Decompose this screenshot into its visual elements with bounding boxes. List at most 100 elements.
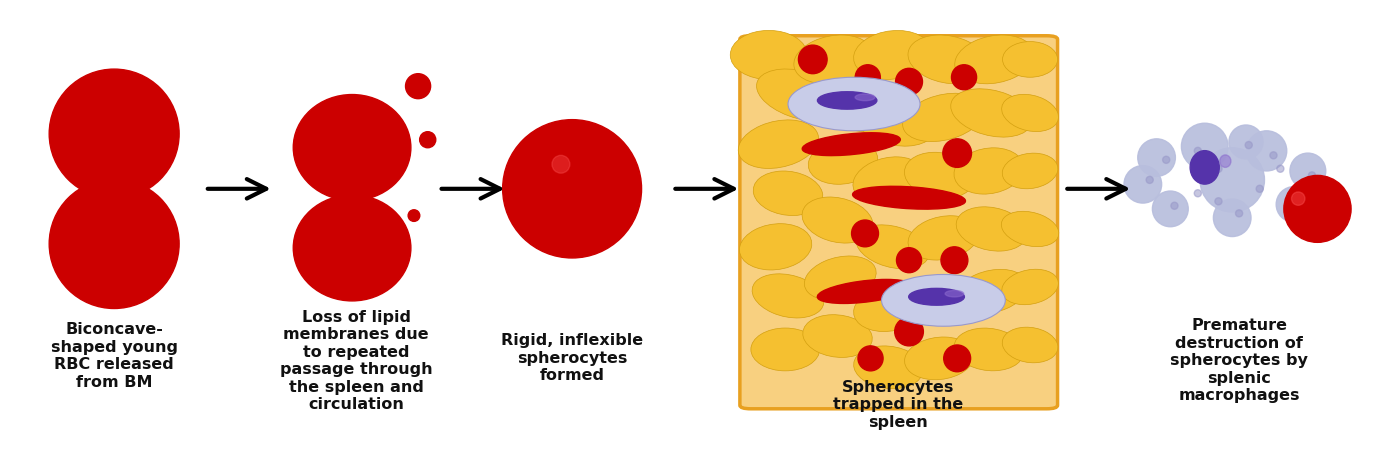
Ellipse shape xyxy=(956,269,1028,313)
Ellipse shape xyxy=(754,171,823,216)
Ellipse shape xyxy=(405,74,431,99)
Ellipse shape xyxy=(853,186,966,209)
Ellipse shape xyxy=(788,77,921,131)
Ellipse shape xyxy=(820,84,901,132)
Ellipse shape xyxy=(740,224,812,270)
Ellipse shape xyxy=(1002,94,1058,132)
Ellipse shape xyxy=(904,152,974,198)
Ellipse shape xyxy=(805,256,876,300)
Ellipse shape xyxy=(553,155,570,173)
FancyBboxPatch shape xyxy=(740,36,1057,409)
Ellipse shape xyxy=(852,220,878,247)
Ellipse shape xyxy=(1229,125,1264,159)
Ellipse shape xyxy=(809,140,878,184)
Ellipse shape xyxy=(954,148,1024,194)
Ellipse shape xyxy=(1002,211,1058,247)
Ellipse shape xyxy=(1308,172,1316,179)
Ellipse shape xyxy=(858,346,883,371)
Ellipse shape xyxy=(102,158,127,219)
Ellipse shape xyxy=(794,35,872,84)
Ellipse shape xyxy=(956,207,1027,251)
Ellipse shape xyxy=(944,345,970,372)
Ellipse shape xyxy=(903,93,984,141)
Ellipse shape xyxy=(751,328,820,371)
Ellipse shape xyxy=(1247,131,1287,171)
Ellipse shape xyxy=(739,120,819,168)
Ellipse shape xyxy=(856,97,936,146)
Ellipse shape xyxy=(1276,187,1312,222)
Ellipse shape xyxy=(896,68,922,95)
Ellipse shape xyxy=(503,119,642,258)
Ellipse shape xyxy=(1220,155,1231,167)
Ellipse shape xyxy=(897,248,922,273)
Ellipse shape xyxy=(941,247,967,273)
Ellipse shape xyxy=(905,278,977,322)
Ellipse shape xyxy=(1146,176,1153,184)
Ellipse shape xyxy=(1124,166,1162,203)
Ellipse shape xyxy=(1214,199,1251,237)
Ellipse shape xyxy=(802,197,874,243)
Ellipse shape xyxy=(752,274,824,318)
Ellipse shape xyxy=(1003,42,1057,77)
Ellipse shape xyxy=(945,291,963,297)
Ellipse shape xyxy=(1277,165,1284,172)
Ellipse shape xyxy=(342,172,362,224)
Ellipse shape xyxy=(802,133,900,156)
Ellipse shape xyxy=(1215,198,1222,205)
Ellipse shape xyxy=(856,65,881,90)
Ellipse shape xyxy=(1236,210,1243,217)
Ellipse shape xyxy=(798,45,827,74)
Ellipse shape xyxy=(757,69,847,121)
Text: Biconcave-
shaped young
RBC released
from BM: Biconcave- shaped young RBC released fro… xyxy=(51,322,178,390)
Ellipse shape xyxy=(817,92,876,109)
Ellipse shape xyxy=(50,179,179,308)
Ellipse shape xyxy=(1002,327,1058,363)
Ellipse shape xyxy=(1152,191,1188,227)
Ellipse shape xyxy=(853,31,932,79)
Ellipse shape xyxy=(1171,202,1178,209)
Ellipse shape xyxy=(1191,151,1220,184)
Ellipse shape xyxy=(908,35,987,84)
Ellipse shape xyxy=(955,35,1034,84)
Ellipse shape xyxy=(853,157,923,203)
Ellipse shape xyxy=(954,328,1024,371)
Ellipse shape xyxy=(1163,156,1170,163)
Text: Premature
destruction of
spherocytes by
splenic
macrophages: Premature destruction of spherocytes by … xyxy=(1170,318,1308,403)
Ellipse shape xyxy=(1195,189,1202,197)
Ellipse shape xyxy=(908,288,965,305)
Ellipse shape xyxy=(856,225,929,269)
Ellipse shape xyxy=(1181,123,1228,170)
Ellipse shape xyxy=(951,89,1032,137)
Ellipse shape xyxy=(294,195,411,301)
Ellipse shape xyxy=(1138,139,1175,176)
Ellipse shape xyxy=(817,279,912,304)
Ellipse shape xyxy=(730,31,808,79)
Ellipse shape xyxy=(1290,153,1326,189)
Ellipse shape xyxy=(1295,198,1302,206)
Ellipse shape xyxy=(951,65,977,90)
Text: Spherocytes
trapped in the
spleen: Spherocytes trapped in the spleen xyxy=(832,380,963,430)
Ellipse shape xyxy=(294,95,411,201)
Ellipse shape xyxy=(1002,269,1058,305)
Ellipse shape xyxy=(1257,185,1264,192)
Ellipse shape xyxy=(803,315,872,357)
Ellipse shape xyxy=(1195,147,1202,154)
Ellipse shape xyxy=(408,210,420,221)
Ellipse shape xyxy=(1291,192,1305,205)
Ellipse shape xyxy=(1284,176,1350,242)
Ellipse shape xyxy=(853,287,923,331)
Ellipse shape xyxy=(1002,153,1058,189)
Ellipse shape xyxy=(943,139,971,167)
Ellipse shape xyxy=(1246,141,1253,149)
Ellipse shape xyxy=(856,94,875,101)
Ellipse shape xyxy=(908,216,978,260)
Ellipse shape xyxy=(1200,148,1265,212)
Ellipse shape xyxy=(1215,165,1222,172)
Ellipse shape xyxy=(882,274,1006,326)
Ellipse shape xyxy=(50,69,179,198)
Text: Rigid, inflexible
spherocytes
formed: Rigid, inflexible spherocytes formed xyxy=(502,333,644,383)
Ellipse shape xyxy=(904,337,974,380)
Text: Loss of lipid
membranes due
to repeated
passage through
the spleen and
circulati: Loss of lipid membranes due to repeated … xyxy=(280,310,433,412)
Ellipse shape xyxy=(894,317,923,346)
Ellipse shape xyxy=(1271,152,1277,159)
